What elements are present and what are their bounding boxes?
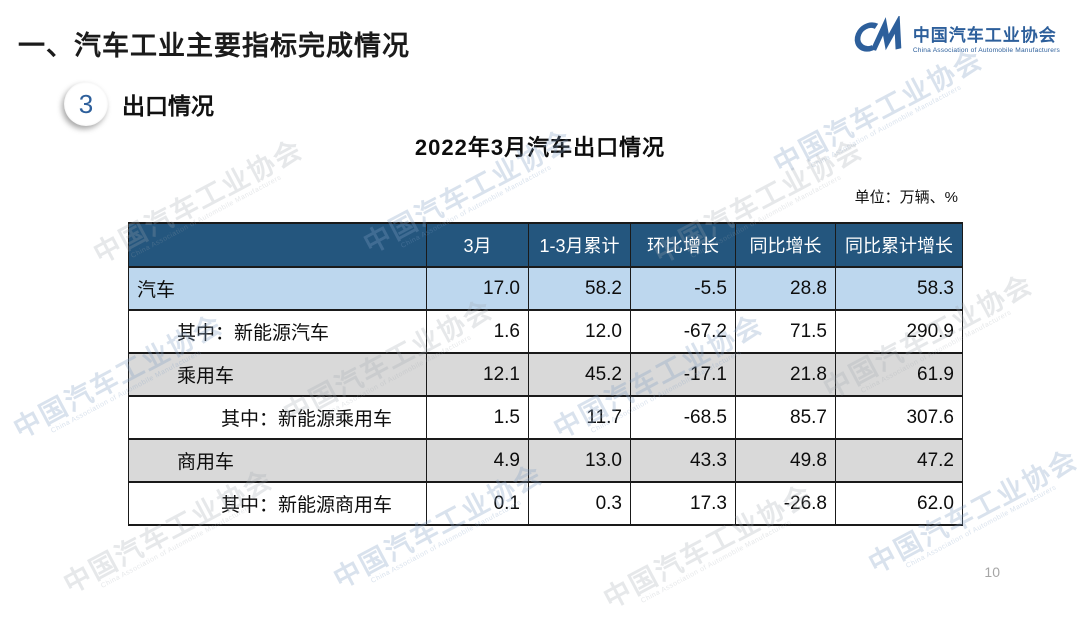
row-label: 汽车: [128, 266, 427, 311]
section-number: 3: [78, 88, 94, 119]
data-cell: 58.2: [528, 266, 631, 311]
data-cell: 17.3: [630, 481, 736, 526]
data-cell: -67.2: [630, 309, 736, 354]
watermark-text: 中国汽车工业协会 China Association of Automobile …: [768, 43, 988, 180]
row-label: 其中：新能源乘用车: [128, 395, 427, 440]
data-cell: 4.9: [426, 438, 529, 483]
row-label: 其中：新能源汽车: [128, 309, 427, 354]
slide-title: 一、汽车工业主要指标完成情况: [18, 31, 410, 61]
data-cell: 17.0: [426, 266, 529, 311]
column-header: 同比累计增长: [835, 222, 963, 268]
data-cell: 21.8: [735, 352, 836, 397]
table-row: 乘用车 12.1 45.2 -17.1 21.8 61.9: [128, 352, 963, 397]
cam-logo-name-cn: 中国汽车工业协会: [912, 25, 1057, 45]
table-row: 其中：新能源商用车 0.1 0.3 17.3 -26.8 62.0: [128, 481, 963, 526]
cam-monogram-icon: [845, 16, 907, 58]
data-cell: 12.1: [426, 352, 529, 397]
table-header-row: 3月 1-3月累计 环比增长 同比增长 同比累计增长: [128, 222, 963, 268]
row-label: 其中：新能源商用车: [128, 481, 427, 526]
data-cell: 45.2: [528, 352, 631, 397]
data-cell: 85.7: [735, 395, 836, 440]
data-cell: 12.0: [528, 309, 631, 354]
column-header: 同比增长: [735, 222, 836, 268]
section-label: 出口情况: [122, 93, 214, 119]
table-row: 其中：新能源乘用车 1.5 11.7 -68.5 85.7 307.6: [128, 395, 963, 440]
cam-logo: 中国汽车工业协会 China Association of Automobile…: [845, 16, 1060, 58]
data-cell: 62.0: [835, 481, 963, 526]
column-header: 1-3月累计: [528, 222, 631, 268]
column-header: 环比增长: [630, 222, 736, 268]
page-number: 10: [984, 564, 1000, 580]
cam-logo-text: 中国汽车工业协会 China Association of Automobile…: [913, 21, 1060, 54]
data-cell: 43.3: [630, 438, 736, 483]
data-cell: 11.7: [528, 395, 631, 440]
data-cell: 58.3: [835, 266, 963, 311]
data-cell: -26.8: [735, 481, 836, 526]
section-number-badge: 3: [64, 82, 108, 126]
data-cell: 1.5: [426, 395, 529, 440]
data-cell: 28.8: [735, 266, 836, 311]
row-label: 商用车: [128, 438, 427, 483]
export-table: 3月 1-3月累计 环比增长 同比增长 同比累计增长 汽车 17.0 58.2 -5.5 28.…: [128, 222, 963, 526]
column-header: [128, 222, 427, 268]
data-cell: -5.5: [630, 266, 736, 311]
data-cell: 307.6: [835, 395, 963, 440]
cam-logo-name-en: China Association of Automobile Manufact…: [912, 46, 1060, 54]
data-cell: 49.8: [735, 438, 836, 483]
data-cell: -68.5: [630, 395, 736, 440]
data-cell: 71.5: [735, 309, 836, 354]
data-cell: 1.6: [426, 309, 529, 354]
data-cell: -17.1: [630, 352, 736, 397]
section-marker: 3 出口情况: [64, 82, 214, 126]
export-table-wrap: 3月 1-3月累计 环比增长 同比增长 同比累计增长 汽车 17.0 58.2 -5.5 28.…: [128, 222, 963, 526]
column-header: 3月: [426, 222, 529, 268]
data-cell: 47.2: [835, 438, 963, 483]
table-row: 商用车 4.9 13.0 43.3 49.8 47.2: [128, 438, 963, 483]
data-cell: 13.0: [528, 438, 631, 483]
data-cell: 0.1: [426, 481, 529, 526]
table-title: 2022年3月汽车出口情况: [414, 135, 666, 160]
data-cell: 290.9: [835, 309, 963, 354]
row-label: 乘用车: [128, 352, 427, 397]
table-row: 汽车 17.0 58.2 -5.5 28.8 58.3: [128, 266, 963, 311]
table-row: 其中：新能源汽车 1.6 12.0 -67.2 71.5 290.9: [128, 309, 963, 354]
data-cell: 0.3: [528, 481, 631, 526]
unit-note: 单位：万辆、%: [854, 189, 958, 206]
data-cell: 61.9: [835, 352, 963, 397]
